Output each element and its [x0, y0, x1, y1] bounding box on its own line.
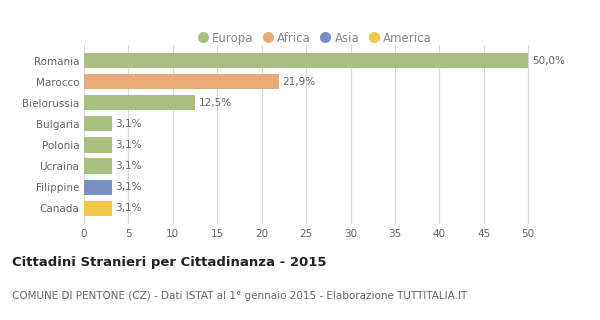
- Text: 3,1%: 3,1%: [115, 119, 142, 129]
- Bar: [84, 158, 112, 174]
- Text: 21,9%: 21,9%: [282, 77, 315, 87]
- Text: 12,5%: 12,5%: [199, 98, 232, 108]
- Text: 3,1%: 3,1%: [115, 182, 142, 192]
- Bar: [84, 201, 112, 216]
- Text: COMUNE DI PENTONE (CZ) - Dati ISTAT al 1° gennaio 2015 - Elaborazione TUTTITALIA: COMUNE DI PENTONE (CZ) - Dati ISTAT al 1…: [12, 291, 467, 301]
- Bar: [84, 74, 278, 89]
- Legend: Europa, Africa, Asia, America: Europa, Africa, Asia, America: [193, 28, 437, 50]
- Bar: [84, 53, 528, 68]
- Bar: [84, 116, 112, 132]
- Text: 50,0%: 50,0%: [532, 56, 565, 66]
- Text: 3,1%: 3,1%: [115, 140, 142, 150]
- Text: 3,1%: 3,1%: [115, 203, 142, 213]
- Bar: [84, 137, 112, 153]
- Text: Cittadini Stranieri per Cittadinanza - 2015: Cittadini Stranieri per Cittadinanza - 2…: [12, 256, 326, 269]
- Text: 3,1%: 3,1%: [115, 161, 142, 171]
- Bar: [84, 95, 195, 110]
- Bar: [84, 180, 112, 195]
